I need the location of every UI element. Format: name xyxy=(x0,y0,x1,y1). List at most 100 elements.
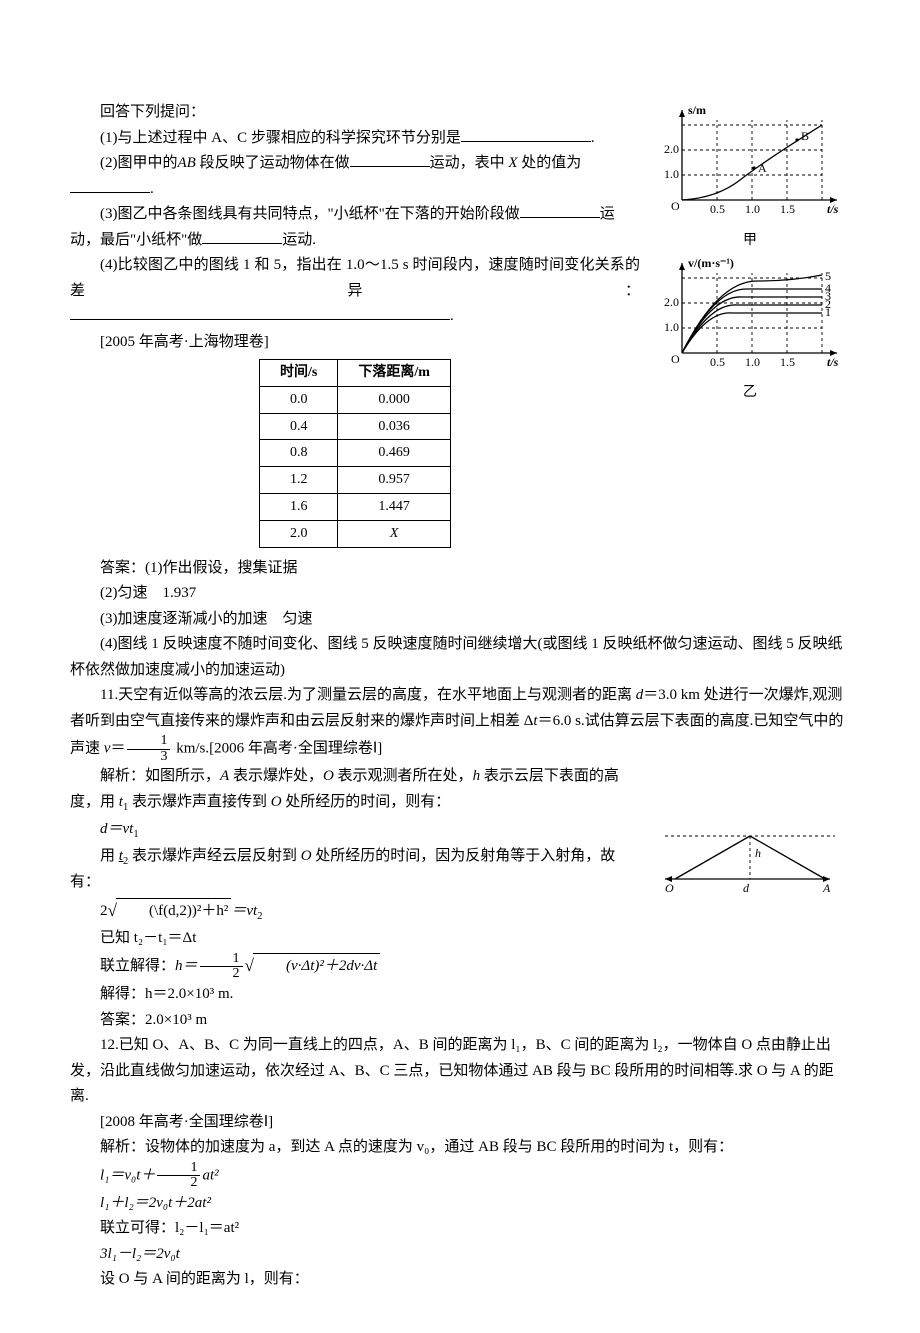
origin-label: O xyxy=(671,199,680,213)
blank xyxy=(70,177,150,193)
text: 运动，表中 xyxy=(430,155,509,171)
xlabel: t/s xyxy=(827,355,839,369)
table-row: 0.40.036 xyxy=(260,413,451,440)
table-row: 1.20.957 xyxy=(260,467,451,494)
table-header: 时间/s xyxy=(260,360,338,387)
q12-text: 12.已知 O、A、B、C 为同一直线上的四点，A、B 间的距离为 l₁，B、C… xyxy=(70,1033,850,1110)
fraction: 13 xyxy=(127,734,170,764)
cell: 0.000 xyxy=(338,386,451,413)
q12-eq3: 联立可得：l₂－l₁＝at² xyxy=(70,1216,850,1242)
xtick: 1.5 xyxy=(780,202,795,216)
blank xyxy=(520,202,600,218)
text: 表示爆炸声经云层反射到 xyxy=(128,848,301,864)
point-b-label: B xyxy=(801,129,809,143)
text: 运动. xyxy=(282,232,316,248)
cell: 0.8 xyxy=(260,440,338,467)
text: (3)图乙中各条图线具有共同特点，"小纸杯"在下落的开始阶段做 xyxy=(100,206,520,222)
data-table: 时间/s下落距离/m 0.00.000 0.40.036 0.80.469 1.… xyxy=(259,359,451,548)
text: km/s.[2006 年高考·全国理综卷Ⅰ] xyxy=(172,741,382,757)
text: 段反映了运动物体在做 xyxy=(196,155,350,171)
ytick: 1.0 xyxy=(664,167,679,181)
ytick: 2.0 xyxy=(664,142,679,156)
xtick: 0.5 xyxy=(710,202,725,216)
numerator: 1 xyxy=(200,952,243,968)
ytick: 1.0 xyxy=(664,320,679,334)
q10-ans4: (4)图线 1 反映速度不随时间变化、图线 5 反映速度随时间继续增大(或图线 … xyxy=(70,632,850,683)
fraction: 12 xyxy=(200,952,243,982)
cell: X xyxy=(338,520,451,547)
denominator: 3 xyxy=(127,750,170,765)
xtick: 1.0 xyxy=(745,355,760,369)
point-label: O xyxy=(665,881,674,894)
numerator: 1 xyxy=(127,734,170,750)
table-row: 2.0X xyxy=(260,520,451,547)
text: 联立解得： xyxy=(100,958,175,974)
text: O xyxy=(323,768,334,784)
q11-ans: 答案：2.0×10³ m xyxy=(70,1008,850,1034)
cell: 0.036 xyxy=(338,413,451,440)
q11-eq3: 已知 t₂－t₁＝Δt xyxy=(70,926,850,952)
text: 处所经历的时间，则有： xyxy=(282,794,451,810)
q12-eq2: l₁＋l₂＝2v₀t＋2at² xyxy=(70,1191,850,1217)
denominator: 2 xyxy=(157,1176,200,1191)
text: 解析：如图所示， xyxy=(100,768,220,784)
text: ＝vt xyxy=(231,903,257,919)
text: AB xyxy=(178,155,196,171)
text: (4)比较图乙中的图线 1 和 5，指出在 1.0～1.5 s 时间段内，速度随… xyxy=(70,257,640,299)
blank xyxy=(461,126,591,142)
ylabel: v/(m·s⁻¹) xyxy=(688,256,734,270)
reflection-diagram: O A d h xyxy=(650,824,850,894)
q11-eq5: 解得：h＝2.0×10³ m. xyxy=(70,982,850,1008)
text: 表示爆炸声直接传到 xyxy=(128,794,271,810)
text: X xyxy=(508,155,517,171)
point-label: A xyxy=(822,881,831,894)
text: O xyxy=(271,794,282,810)
point-a-label: A xyxy=(758,161,767,175)
q10-ans2: (2)匀速 1.937 xyxy=(70,581,850,607)
point-label: h xyxy=(755,846,761,860)
text: 表示爆炸处， xyxy=(229,768,323,784)
text: (2)图甲中的 xyxy=(100,155,178,171)
text: l₁＝v₀t＋ xyxy=(100,1167,155,1183)
text: h＝ xyxy=(175,958,198,974)
q12-source: [2008 年高考·全国理综卷Ⅰ] xyxy=(70,1110,850,1136)
cell: 0.469 xyxy=(338,440,451,467)
text: . xyxy=(150,181,154,197)
figure-jia-yi-box: A B 1.0 2.0 0.5 1.0 1.5 O s/m t/s 甲 xyxy=(650,100,850,405)
denominator: 2 xyxy=(200,967,243,982)
sqrt-content: (v·Δt)²＋2dv·Δt xyxy=(253,953,380,980)
curve-label: 4 xyxy=(825,281,831,295)
equation: d＝vt xyxy=(100,821,133,837)
text: . xyxy=(450,308,454,324)
q12-sol: 解析：设物体的加速度为 a，到达 A 点的速度为 v₀，通过 AB 段与 BC … xyxy=(70,1135,850,1161)
xtick: 1.5 xyxy=(780,355,795,369)
point-label: d xyxy=(743,881,750,894)
cell: 1.2 xyxy=(260,467,338,494)
q12-eq4: 3l₁－l₂＝2v₀t xyxy=(70,1242,850,1268)
q12-eq5: 设 O 与 A 间的距离为 l，则有： xyxy=(70,1267,850,1293)
table-row: 0.00.000 xyxy=(260,386,451,413)
text: 用 xyxy=(100,848,119,864)
figure-jia-caption: 甲 xyxy=(650,229,850,253)
blank xyxy=(70,304,450,320)
q10-ans1: 答案：(1)作出假设，搜集证据 xyxy=(70,556,850,582)
text: at² xyxy=(202,1167,218,1183)
q10-ans3: (3)加速度逐渐减小的加速 匀速 xyxy=(70,607,850,633)
xlabel: t/s xyxy=(827,202,839,216)
text: . xyxy=(591,130,595,146)
text: 表示观测者所在处， xyxy=(334,768,473,784)
xtick: 1.0 xyxy=(745,202,760,216)
q11-sol-intro: 解析：如图所示，A 表示爆炸处，O 表示观测者所在处，h 表示云层下表面的高度，… xyxy=(70,764,850,816)
curve-label: 5 xyxy=(825,269,831,283)
table-row: 1.61.447 xyxy=(260,493,451,520)
cell: 0.0 xyxy=(260,386,338,413)
text: 处的值为 xyxy=(518,155,582,171)
figure-yi-caption: 乙 xyxy=(650,381,850,405)
ylabel: s/m xyxy=(688,103,706,117)
q11-diagram: O A d h xyxy=(650,824,850,904)
figure-yi: 1 2 3 4 5 1.0 2.0 0.5 1.0 1.5 O v/(m·s⁻¹… xyxy=(650,253,850,373)
xtick: 0.5 xyxy=(710,355,725,369)
text: h xyxy=(473,768,481,784)
cell: 1.447 xyxy=(338,493,451,520)
blank xyxy=(202,228,282,244)
